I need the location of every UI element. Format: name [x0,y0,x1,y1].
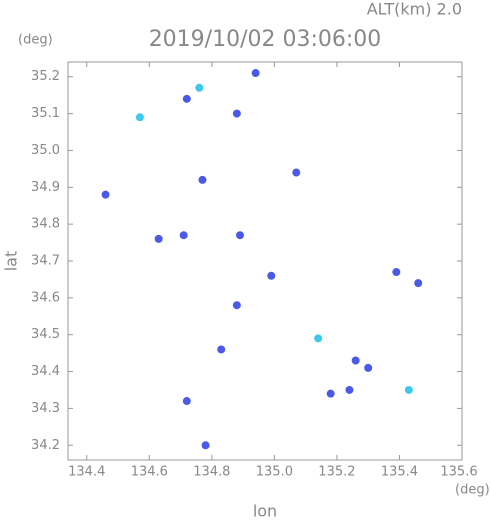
x-tick-label: 134.4 [68,465,105,480]
echo [195,83,204,92]
y-tick-label: 35.2 [31,69,60,84]
x-axis-label: lon [253,502,277,521]
echo [392,268,401,277]
altitude-label: ALT(km) 2.0 [367,0,462,19]
y-tick-label: 35.1 [31,106,60,121]
x-unit: (deg) [455,483,490,498]
echo [404,385,413,394]
echo [267,271,276,280]
echo [217,345,226,354]
y-tick-label: 34.8 [31,217,60,232]
x-tick-label: 134.8 [193,465,230,480]
y-tick-label: 34.4 [31,364,60,379]
y-tick-label: 34.9 [31,180,60,195]
echo [232,301,241,310]
plot-frame [67,61,463,461]
y-tick-label: 35.0 [31,143,60,158]
echo [251,69,260,78]
echo [292,168,301,177]
echo [314,334,323,343]
echo [414,279,423,288]
x-tick-label: 135.6 [440,465,477,480]
y-tick-label: 34.5 [31,327,60,342]
echo [154,234,163,243]
echo [182,397,191,406]
x-tick-label: 135.4 [381,465,418,480]
y-unit: (deg) [18,33,53,48]
y-tick-label: 34.6 [31,290,60,305]
echo [326,389,335,398]
echo [345,385,354,394]
echo [135,113,144,122]
x-tick-label: 134.6 [131,465,168,480]
x-tick-label: 135.0 [256,465,293,480]
echo [179,231,188,240]
echo [201,441,210,450]
echo [232,109,241,118]
y-tick-label: 34.3 [31,401,60,416]
echo [101,190,110,199]
echo [182,94,191,103]
y-tick-label: 34.7 [31,254,60,269]
y-tick-label: 34.2 [31,438,60,453]
echo [364,363,373,372]
echo [235,231,244,240]
chart-title: 2019/10/02 03:06:00 [149,27,382,52]
x-tick-label: 135.2 [318,465,355,480]
echo [351,356,360,365]
y-axis-label: lat [2,251,21,272]
echo [198,175,207,184]
